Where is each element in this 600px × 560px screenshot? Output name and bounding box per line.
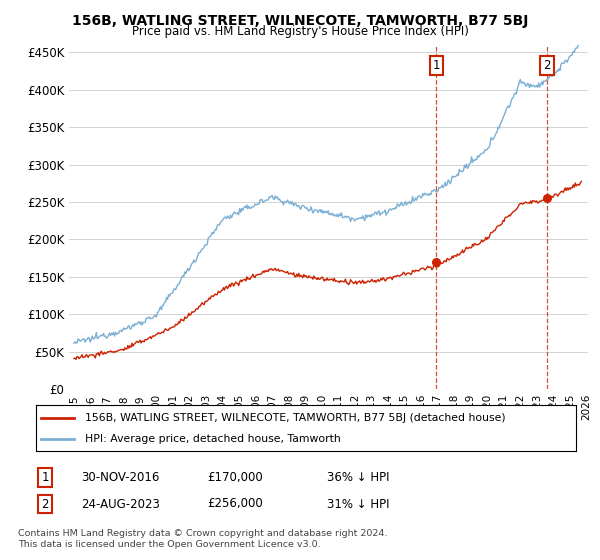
Text: 24-AUG-2023: 24-AUG-2023 (81, 497, 160, 511)
Text: HPI: Average price, detached house, Tamworth: HPI: Average price, detached house, Tamw… (85, 435, 340, 444)
Text: £170,000: £170,000 (207, 470, 263, 484)
Text: 156B, WATLING STREET, WILNECOTE, TAMWORTH, B77 5BJ: 156B, WATLING STREET, WILNECOTE, TAMWORT… (72, 14, 528, 28)
Text: 36% ↓ HPI: 36% ↓ HPI (327, 470, 389, 484)
Text: Contains HM Land Registry data © Crown copyright and database right 2024.
This d: Contains HM Land Registry data © Crown c… (18, 529, 388, 549)
Text: 31% ↓ HPI: 31% ↓ HPI (327, 497, 389, 511)
Text: 30-NOV-2016: 30-NOV-2016 (81, 470, 160, 484)
Text: 2: 2 (544, 59, 551, 72)
Text: 2: 2 (41, 497, 49, 511)
Text: £256,000: £256,000 (207, 497, 263, 511)
Text: 1: 1 (433, 59, 440, 72)
Text: 1: 1 (41, 470, 49, 484)
Text: Price paid vs. HM Land Registry's House Price Index (HPI): Price paid vs. HM Land Registry's House … (131, 25, 469, 38)
Text: 156B, WATLING STREET, WILNECOTE, TAMWORTH, B77 5BJ (detached house): 156B, WATLING STREET, WILNECOTE, TAMWORT… (85, 413, 505, 423)
